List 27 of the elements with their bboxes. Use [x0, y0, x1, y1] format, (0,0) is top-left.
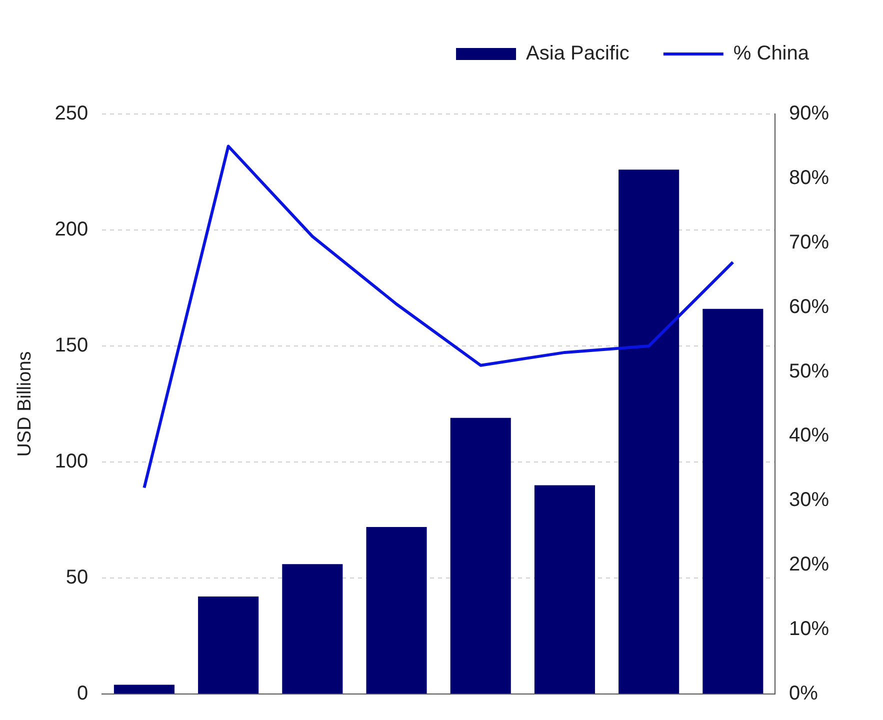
- y-tick-label: 100: [54, 450, 88, 473]
- bar: [114, 684, 174, 694]
- y2-tick-label: 70%: [788, 231, 830, 254]
- bar: [534, 485, 595, 694]
- y2-tick-label: 10%: [788, 618, 830, 640]
- bar: [702, 308, 764, 694]
- bar: [450, 418, 511, 694]
- y2-tick-label: 90%: [788, 102, 830, 125]
- y-tick-label: 200: [54, 218, 88, 241]
- bar: [198, 596, 259, 694]
- bar: [366, 526, 427, 694]
- y2-tick-label: 0%: [788, 682, 818, 705]
- y-axis-title: USD Billions: [14, 351, 36, 457]
- y-tick-label: 150: [54, 334, 88, 357]
- bar: [618, 170, 680, 694]
- y2-tick-label: 80%: [788, 166, 830, 189]
- bar: [282, 564, 343, 694]
- legend-label: Asia Pacific: [526, 42, 630, 65]
- y-tick-label: 50: [66, 566, 88, 589]
- y2-tick-label: 60%: [788, 296, 830, 318]
- y2-tick-label: 30%: [788, 489, 830, 512]
- y2-tick-label: 20%: [788, 554, 830, 576]
- y2-tick-label: 40%: [788, 424, 830, 447]
- y2-tick-label: 50%: [788, 360, 830, 382]
- y-tick-label: 250: [54, 102, 88, 125]
- y-tick-label: 0: [77, 682, 88, 705]
- legend-label: % China: [733, 42, 810, 65]
